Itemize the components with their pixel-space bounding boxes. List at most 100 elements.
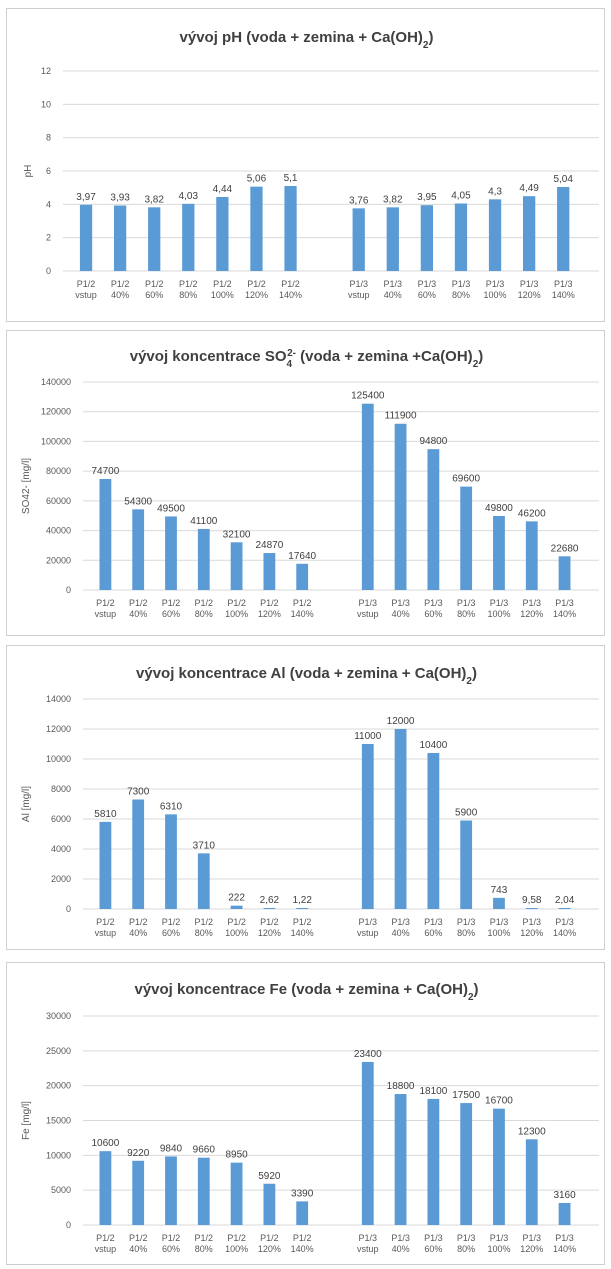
ph-chart: vývoj pH (voda + zemina + Ca(OH)2) pH 0 2 4 6… (23, 29, 599, 300)
y-tick-label: 5000 (51, 1185, 71, 1195)
iron-chart-panel: vývoj koncentrace Fe (voda + zemina + Ca… (6, 962, 605, 1265)
bar (427, 753, 440, 909)
bar (493, 516, 505, 590)
bar (394, 729, 407, 909)
bar (165, 516, 177, 590)
x-tick-label: P1/2 vstup (95, 917, 117, 938)
data-label: 5,06 (247, 174, 267, 185)
y-tick-label: 2 (46, 233, 51, 243)
x-tick-label: P1/2 vstup (95, 598, 117, 619)
bar (558, 1202, 571, 1225)
bar (216, 197, 229, 271)
x-tick-label: P1/3 80% (457, 917, 476, 938)
y-axis-label: pH (23, 165, 34, 178)
x-tick-label: P1/2 80% (179, 279, 198, 300)
bar (361, 1061, 374, 1225)
y-tick-label: 60000 (46, 496, 71, 506)
x-tick-label: P1/2 60% (162, 598, 181, 619)
data-label: 3,82 (144, 194, 164, 205)
bar (386, 207, 399, 271)
x-tick-label: P1/2 80% (195, 598, 214, 619)
y-tick-label: 4000 (51, 844, 71, 854)
data-label: 9,58 (522, 895, 542, 906)
x-tick-label: P1/3 60% (424, 598, 443, 619)
aluminium-chart: vývoj koncentrace Al (voda + zemina + Ca… (21, 665, 599, 938)
bar (132, 799, 145, 909)
y-tick-label: 0 (66, 585, 71, 595)
x-tick-label: P1/2 40% (129, 1233, 148, 1254)
bar (79, 204, 93, 271)
bar (296, 1201, 309, 1225)
bar (182, 203, 195, 271)
x-tick-label: P1/3 vstup (357, 598, 379, 619)
x-tick-label: P1/3 120% (520, 917, 543, 938)
data-label: 8950 (225, 1150, 248, 1161)
y-tick-label: 8000 (51, 784, 71, 794)
data-label: 23400 (354, 1049, 382, 1060)
bar (165, 814, 177, 909)
y-tick-label: 6000 (51, 814, 71, 824)
y-tick-label: 0 (66, 904, 71, 914)
x-tick-label: P1/3 60% (424, 917, 443, 938)
x-tick-label: P1/3 80% (452, 279, 471, 300)
bar (296, 563, 309, 590)
x-tick-label: P1/3 vstup (348, 279, 370, 300)
data-label: 12000 (387, 716, 415, 727)
bar (132, 509, 145, 590)
data-label: 12300 (518, 1126, 546, 1137)
x-tick-label: P1/3 120% (520, 1233, 543, 1254)
data-label: 2,62 (260, 895, 280, 906)
data-label: 3,76 (349, 195, 369, 206)
y-tick-label: 6 (46, 166, 51, 176)
data-label: 46200 (518, 508, 546, 519)
data-label: 9220 (127, 1148, 150, 1159)
data-label: 6310 (160, 801, 183, 812)
data-label: 125400 (351, 391, 385, 402)
y-tick-label: 2000 (51, 874, 71, 884)
data-label: 1,22 (292, 895, 312, 906)
y-tick-label: 20000 (46, 555, 71, 565)
data-label: 5900 (455, 808, 478, 819)
data-label: 17640 (288, 551, 316, 562)
y-tick-label: 12 (41, 66, 51, 76)
bar (263, 908, 276, 909)
data-label: 4,3 (488, 186, 502, 197)
bar (460, 486, 473, 590)
x-tick-label: P1/3 140% (553, 1233, 576, 1254)
x-tick-label: P1/3 100% (487, 917, 510, 938)
bar (525, 1139, 538, 1225)
x-tick-label: P1/2 140% (291, 1233, 314, 1254)
sulfate-chart: vývoj koncentrace SO42- (voda + zemina +… (21, 348, 599, 619)
x-tick-label: P1/3 60% (424, 1233, 443, 1254)
y-tick-label: 0 (46, 266, 51, 276)
x-tick-label: P1/2 100% (225, 1233, 248, 1254)
x-tick-label: P1/3 120% (520, 598, 543, 619)
y-tick-label: 140000 (41, 377, 71, 387)
bar (427, 449, 440, 590)
y-tick-label: 0 (66, 1220, 71, 1230)
data-label: 3,95 (417, 192, 437, 203)
x-tick-label: P1/3 140% (553, 917, 576, 938)
data-label: 69600 (452, 474, 480, 485)
x-tick-label: P1/2 140% (291, 917, 314, 938)
bar (394, 1094, 407, 1225)
data-label: 18100 (419, 1086, 447, 1097)
x-tick-label: P1/3 140% (553, 598, 576, 619)
y-axis-label: SO42- [mg/l] (21, 458, 32, 514)
bar (394, 423, 407, 590)
bar (427, 1098, 440, 1225)
y-axis-label: Al [mg/l] (21, 786, 32, 822)
data-label: 9660 (193, 1145, 216, 1156)
data-label: 9840 (160, 1143, 183, 1154)
sulfate-chart-panel: vývoj koncentrace SO42- (voda + zemina +… (6, 330, 605, 636)
y-tick-label: 10000 (46, 754, 71, 764)
y-tick-label: 30000 (46, 1011, 71, 1021)
data-label: 32100 (223, 529, 251, 540)
bar (230, 905, 243, 909)
bar (460, 820, 473, 909)
y-tick-label: 100000 (41, 436, 71, 446)
x-tick-label: P1/3 40% (384, 279, 403, 300)
data-label: 3,97 (76, 192, 96, 203)
y-tick-label: 15000 (46, 1116, 71, 1126)
bar (361, 744, 374, 909)
